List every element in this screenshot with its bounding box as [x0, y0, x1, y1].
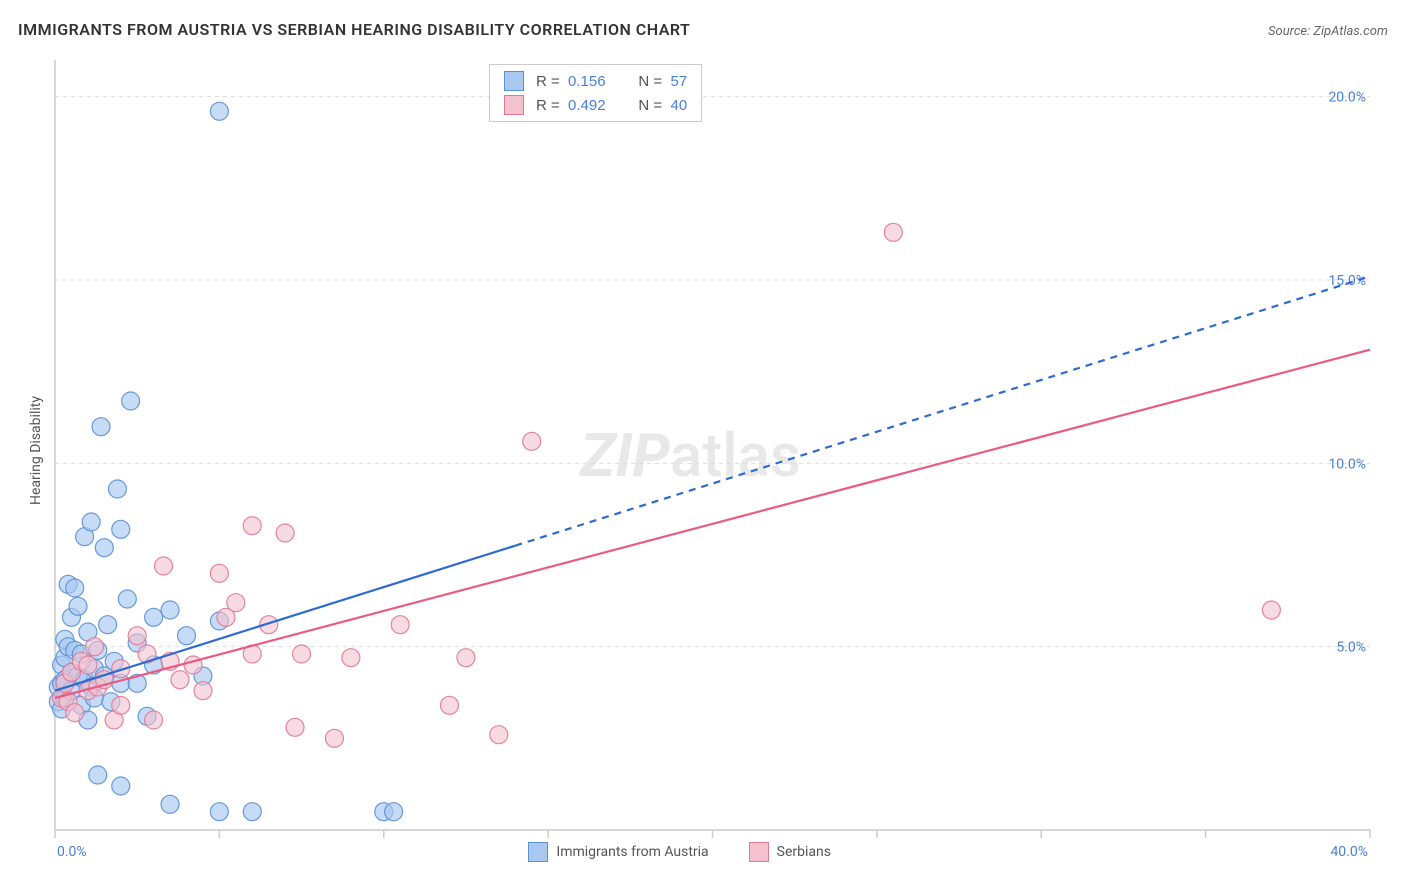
- svg-text:5.0%: 5.0%: [1336, 640, 1366, 656]
- legend-swatch: [504, 71, 524, 91]
- legend-n-label: N =: [630, 73, 670, 90]
- legend-swatch: [528, 842, 548, 862]
- svg-text:20.0%: 20.0%: [1328, 90, 1366, 106]
- legend-series-item: Serbians: [749, 842, 831, 862]
- scatter-chart: 5.0%10.0%15.0%20.0%0.0%40.0%: [0, 0, 1406, 892]
- svg-text:40.0%: 40.0%: [1330, 844, 1368, 860]
- legend-n-label: N =: [630, 97, 670, 114]
- legend-swatch: [749, 842, 769, 862]
- legend-series-item: Immigrants from Austria: [528, 842, 708, 862]
- svg-text:10.0%: 10.0%: [1328, 456, 1366, 472]
- legend-r-label: R =: [536, 73, 568, 90]
- legend-r-value: 0.492: [568, 97, 630, 114]
- series-legend: Immigrants from Austria Serbians: [528, 842, 831, 862]
- legend-r-label: R =: [536, 97, 568, 114]
- legend-stat-row: R = 0.492 N = 40: [504, 95, 687, 115]
- legend-series-label: Serbians: [777, 844, 831, 860]
- legend-stat-row: R = 0.156 N = 57: [504, 71, 687, 91]
- correlation-legend: R = 0.156 N = 57R = 0.492 N = 40: [489, 64, 702, 122]
- legend-r-value: 0.156: [568, 73, 630, 90]
- legend-n-value: 40: [670, 97, 687, 114]
- legend-series-label: Immigrants from Austria: [556, 844, 708, 860]
- legend-n-value: 57: [670, 73, 687, 90]
- legend-swatch: [504, 95, 524, 115]
- svg-text:0.0%: 0.0%: [57, 844, 87, 860]
